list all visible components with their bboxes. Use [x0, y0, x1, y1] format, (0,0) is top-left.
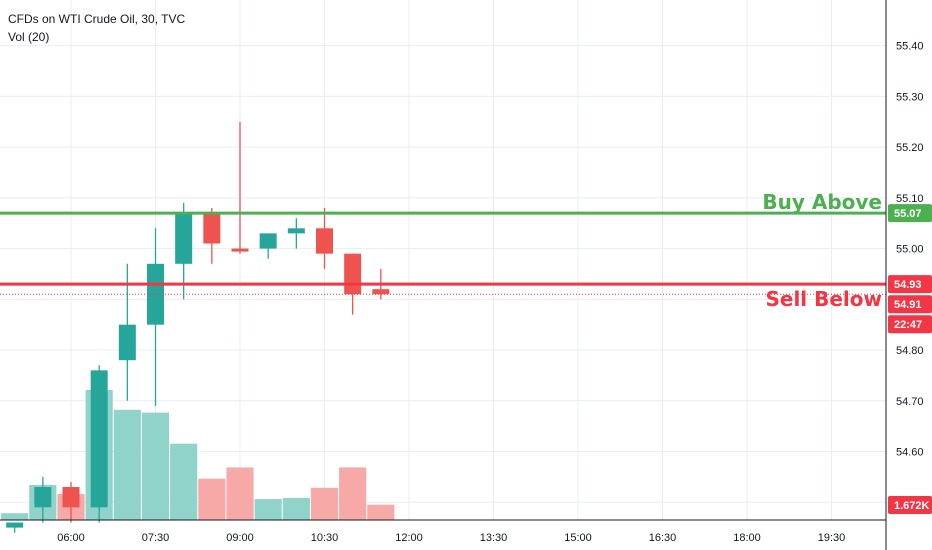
candle-body [316, 228, 333, 254]
candle-body [344, 253, 362, 295]
x-tick-label: 19:30 [818, 532, 846, 544]
sell-below-label: Sell Below [765, 287, 882, 311]
y-tick-label: 55.20 [896, 142, 924, 154]
x-tick-label: 06:00 [57, 532, 85, 544]
volume-bar [310, 487, 339, 520]
volume-bar [254, 499, 282, 520]
volume-bars [1, 390, 395, 520]
volume-indicator-label: Vol (20) [8, 30, 50, 44]
candle-body [62, 487, 80, 508]
y-tick-label: 55.10 [896, 193, 924, 205]
x-tick-label: 16:30 [649, 532, 677, 544]
candle-body [118, 324, 136, 361]
sell-price-badge-bg [888, 275, 932, 294]
last-price-badge-bg [888, 295, 932, 314]
x-tick-label: 07:30 [142, 532, 170, 544]
candle-body [34, 487, 52, 508]
volume-bar [282, 497, 310, 520]
volume-bar [226, 467, 254, 520]
buy-price-badge: 55.07 [894, 208, 922, 220]
buy-above-label: Buy Above [762, 190, 882, 214]
candle-body [147, 263, 164, 325]
sell-price-badge: 54.93 [894, 279, 922, 291]
volume-bar [141, 412, 170, 520]
volume-bar [367, 504, 395, 520]
chart-legend: CFDs on WTI Crude Oil, 30, TVC Vol (20) [8, 10, 185, 46]
volume-badge-bg [888, 496, 932, 514]
countdown-badge: 22:47 [894, 319, 922, 331]
volume-bar [198, 478, 226, 520]
chart-grid [0, 0, 886, 520]
volume-bar [1, 513, 29, 520]
volume-bar [339, 467, 367, 520]
x-tick-label: 13:30 [480, 532, 508, 544]
candle-body [231, 248, 249, 252]
candle-body [372, 289, 390, 295]
x-tick-label: 15:00 [564, 532, 592, 544]
candle-body [287, 228, 305, 234]
x-tick-label: 18:00 [733, 532, 761, 544]
y-tick-label: 55.40 [896, 41, 924, 53]
y-tick-label: 55.30 [896, 91, 924, 103]
y-tick-label: 54.60 [896, 447, 924, 459]
volume-badge: 1.672K [894, 500, 930, 512]
buy-price-badge-bg [888, 204, 932, 223]
y-tick-label: 54.70 [896, 396, 924, 408]
candle-body [259, 233, 277, 249]
volume-bar [170, 443, 198, 520]
last-price-badge: 54.91 [894, 299, 922, 311]
candle-body [6, 522, 24, 528]
candle-body [175, 213, 193, 264]
x-tick-label: 12:00 [395, 532, 423, 544]
volume-bar [113, 409, 141, 520]
x-tick-label: 09:00 [226, 532, 254, 544]
symbol-title: CFDs on WTI Crude Oil, 30, TVC [8, 12, 186, 26]
candle-body [90, 370, 108, 508]
x-tick-label: 10:30 [311, 532, 339, 544]
candle-body [203, 213, 221, 244]
countdown-badge-bg [888, 315, 932, 334]
y-tick-label: 54.80 [896, 345, 924, 357]
candlesticks [6, 121, 390, 533]
y-tick-label: 55.00 [896, 244, 924, 256]
horizontal-lines: Buy Above Sell Below [0, 190, 886, 311]
